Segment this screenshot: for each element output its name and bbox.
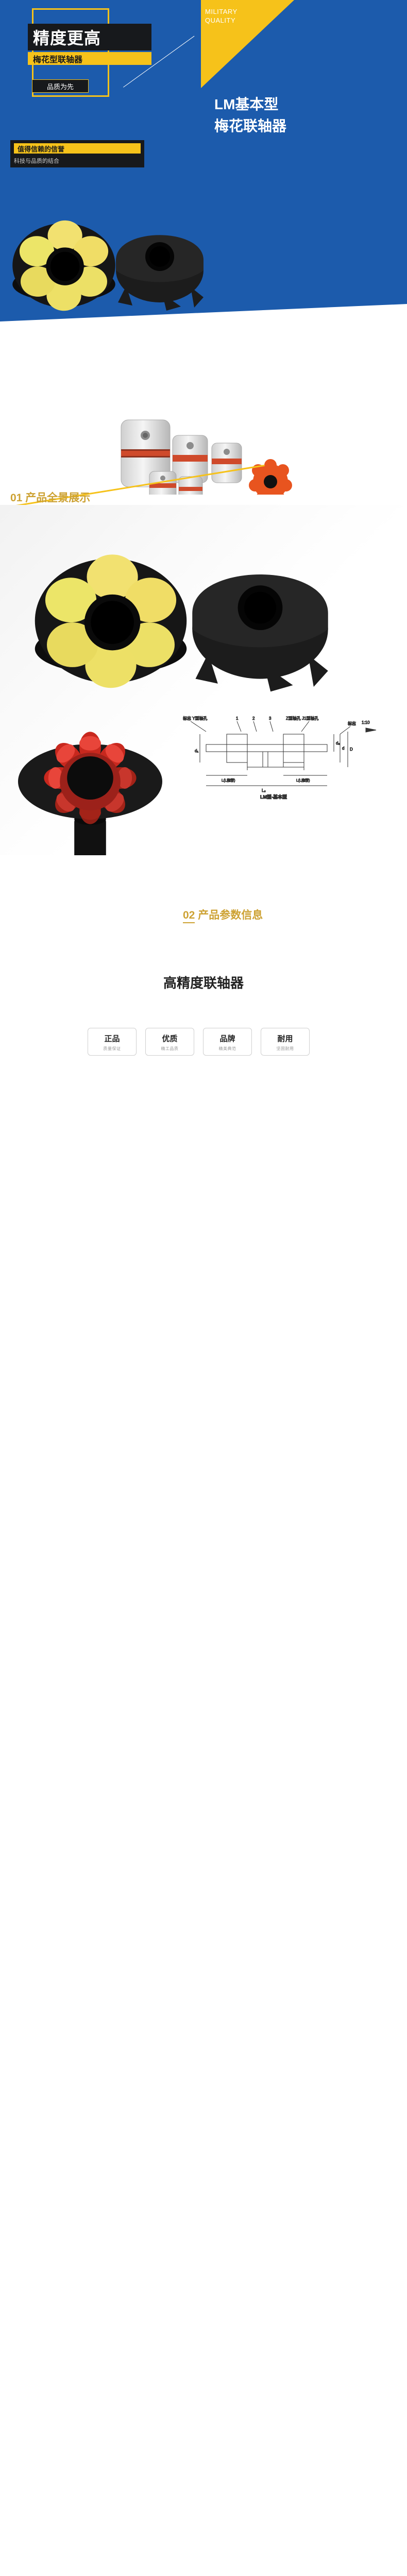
svg-text:2: 2 bbox=[252, 716, 255, 721]
svg-text:Z型轴孔 J1型轴孔: Z型轴孔 J1型轴孔 bbox=[286, 716, 319, 721]
svg-text:1:10: 1:10 bbox=[362, 720, 370, 725]
svg-text:L₀: L₀ bbox=[262, 788, 266, 793]
svg-text:标志: 标志 bbox=[348, 721, 356, 726]
svg-text:d: d bbox=[342, 746, 344, 751]
svg-text:1: 1 bbox=[236, 716, 239, 721]
svg-text:d₂: d₂ bbox=[336, 741, 340, 745]
svg-text:3: 3 bbox=[269, 716, 272, 721]
svg-text:标志 Y型轴孔: 标志 Y型轴孔 bbox=[183, 716, 208, 721]
svg-text:LM型-基本型: LM型-基本型 bbox=[260, 794, 287, 800]
svg-text:L(L推荐): L(L推荐) bbox=[296, 778, 310, 783]
svg-text:D: D bbox=[350, 747, 353, 752]
svg-text:d₁: d₁ bbox=[195, 749, 198, 753]
svg-text:L(L推荐): L(L推荐) bbox=[222, 778, 235, 783]
